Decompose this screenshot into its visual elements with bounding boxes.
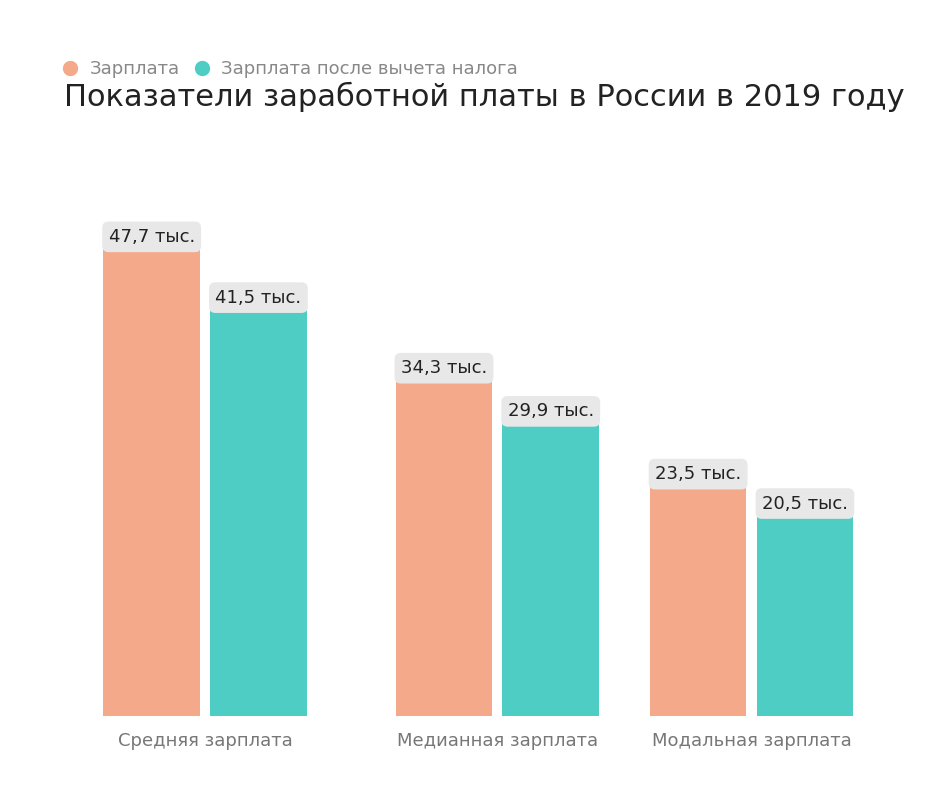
Legend: Зарплата, Зарплата после вычета налога: Зарплата, Зарплата после вычета налога [66,60,518,78]
Bar [757,514,853,716]
Bar [650,485,747,716]
Bar [502,422,599,716]
Text: 41,5 тыс.: 41,5 тыс. [215,289,301,307]
Text: 47,7 тыс.: 47,7 тыс. [108,228,195,246]
Bar [396,379,492,716]
Text: 29,9 тыс.: 29,9 тыс. [508,402,594,421]
Text: 23,5 тыс.: 23,5 тыс. [655,465,741,483]
Text: 20,5 тыс.: 20,5 тыс. [761,494,848,513]
Title: Показатели заработной платы в России в 2019 году: Показатели заработной платы в России в 2… [64,82,905,112]
Bar [103,248,200,716]
Text: 34,3 тыс.: 34,3 тыс. [401,359,487,378]
Bar [210,308,307,716]
